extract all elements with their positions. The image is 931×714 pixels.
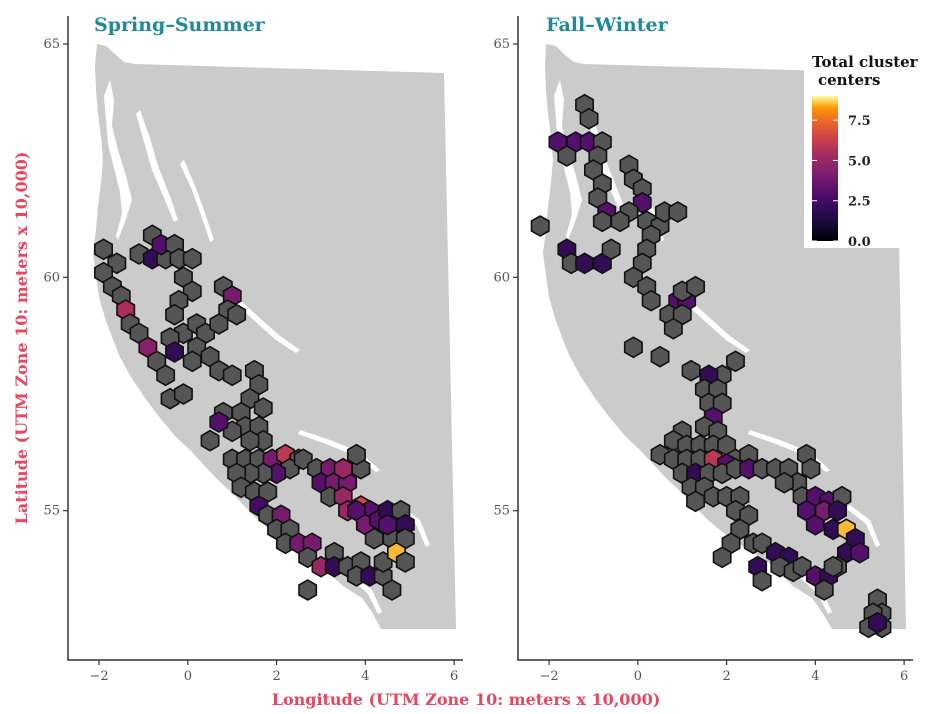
hex-cell [668,201,688,223]
x-axis-title: Longitude (UTM Zone 10: meters x 10,000) [272,690,661,709]
hex-cell [165,303,184,326]
hex-cell [382,579,402,601]
legend-title-line1: Total cluster [812,53,919,71]
hex-cell [240,429,260,452]
hex-cell [227,303,247,326]
panel-title-fall-winter: Fall–Winter [546,14,669,36]
legend-tick-label: 7.5 [848,114,871,129]
x-tick-label: −2 [89,669,108,684]
hex-cell [200,429,220,452]
hex-cell [182,350,202,373]
hex-cell [726,350,745,373]
y-tick-label: 65 [493,37,510,52]
hex-cell [686,275,705,298]
legend-tick-label: 5.0 [848,154,871,169]
panel-title-spring-summer: Spring–Summer [94,14,266,36]
axes-left: 55 60 65 −2 0 2 4 6 [43,16,463,684]
hex-cell [663,317,683,340]
legend-tick-label: 2.5 [848,195,871,210]
legend-title-line2: centers [818,71,880,89]
hex-cell [395,551,415,573]
hex-cell [801,457,821,480]
hex-cell [752,569,772,592]
hex-cell [333,457,353,480]
hex-cell [601,238,621,261]
hex-cell [850,541,870,564]
y-tick-label: 60 [43,270,60,285]
hex-cell [209,411,229,433]
hexbin-layer-spring-summer [94,224,415,601]
x-tick-label: 0 [634,669,642,684]
hex-cell [530,215,550,237]
hex-cell [686,490,705,513]
x-tick-label: 4 [811,669,819,684]
hex-cell [592,210,612,233]
x-tick-label: 6 [900,669,908,684]
hex-cell [681,359,701,382]
hex-cell [173,383,193,405]
color-legend: Total cluster centers 7.5 5.0 2.5 0.0 [804,50,928,250]
land-mass [93,44,456,629]
hex-cell [209,313,229,335]
hex-cell [557,145,577,167]
y-tick-label: 55 [43,504,60,519]
hex-cell [610,210,630,233]
hex-cell [253,397,273,419]
y-tick-label: 65 [43,37,60,52]
hex-cell [774,471,794,494]
hex-cell [828,499,847,522]
hex-cell [739,443,759,466]
hex-cell [222,364,242,387]
hex-cell [94,238,113,261]
panel-spring-summer: Spring–Summer 55 60 65 −2 0 2 4 6 [43,14,463,684]
legend-colorbar [812,96,838,241]
hex-cell [182,247,202,270]
x-tick-label: 2 [272,669,280,684]
hex-cell [868,611,887,634]
y-tick-label: 60 [493,270,510,285]
x-tick-label: 2 [722,669,730,684]
hex-cell [641,289,661,312]
hex-cell [823,555,843,578]
hex-cell [324,541,344,564]
hexbin-layer-fall-winter [530,93,892,639]
hex-cell [347,443,366,466]
legend-tick-label: 0.0 [848,235,871,250]
hex-cell [712,546,732,569]
axes-right: 55 60 65 −2 0 2 4 6 [493,16,913,684]
hex-cell [364,527,384,550]
hex-cell [650,345,670,368]
hex-cell [623,336,643,359]
hex-cell [165,341,184,363]
hex-cell [298,579,318,601]
x-tick-label: 4 [361,669,369,684]
hex-cell [632,177,652,200]
y-tick-label: 55 [493,504,510,519]
hex-cell [575,252,594,275]
hex-cell [579,107,599,130]
x-tick-label: −2 [539,669,558,684]
x-tick-label: 0 [184,669,192,684]
hex-cell [378,513,397,536]
hex-cell [814,579,834,601]
y-axis-title: Latitude (UTM Zone 10: meters x 10,000) [12,152,31,525]
hex-cell [156,364,176,387]
x-tick-label: 6 [450,669,458,684]
